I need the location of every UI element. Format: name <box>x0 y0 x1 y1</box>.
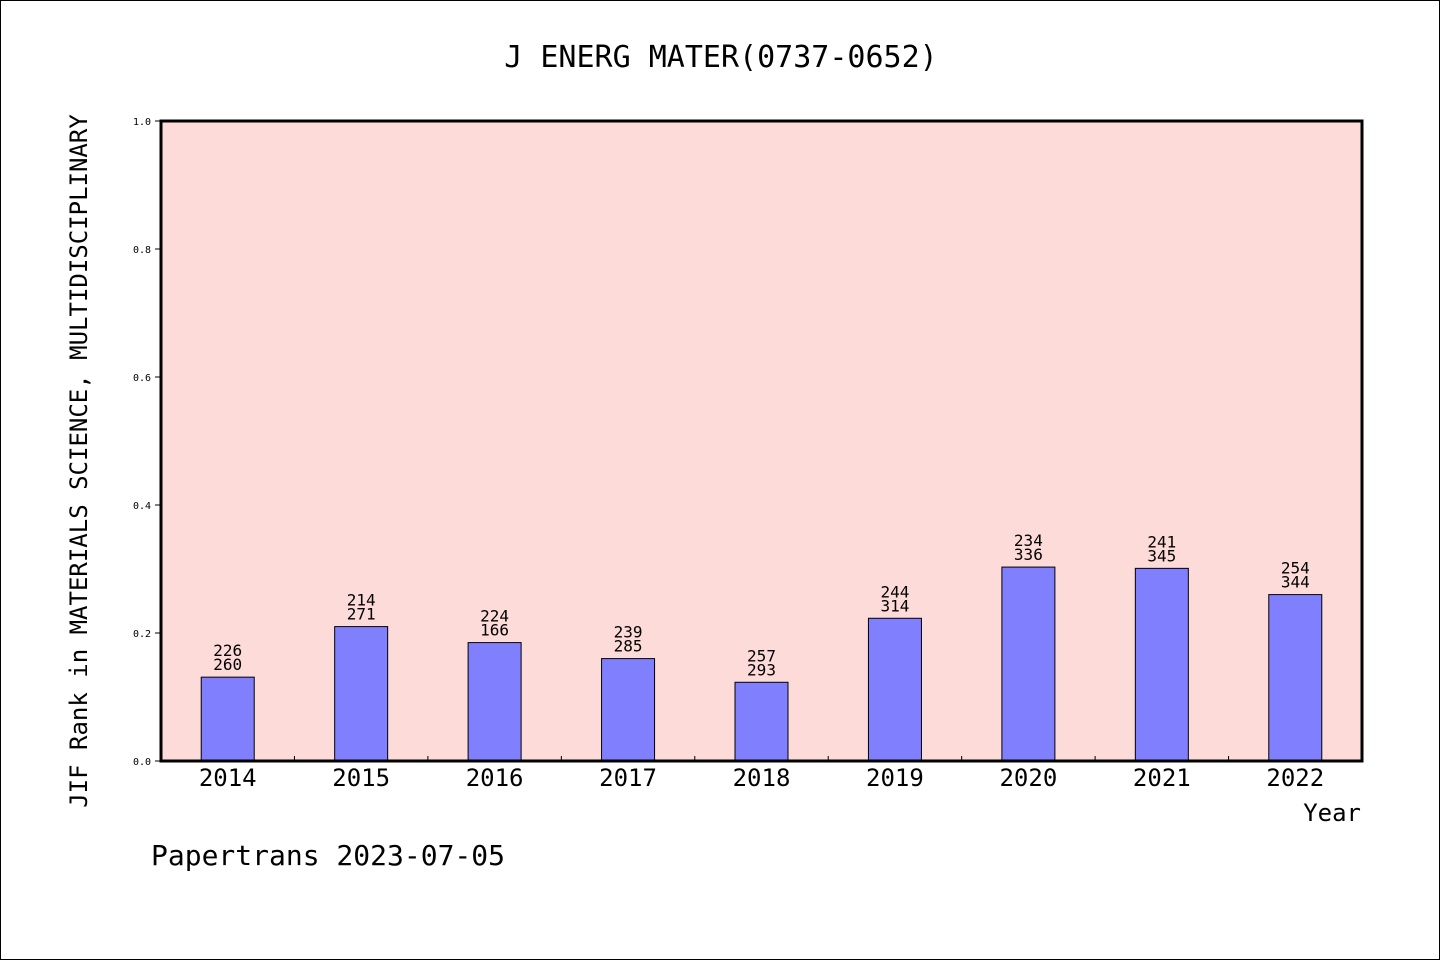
bar-2019 <box>867 617 922 762</box>
chart-title: J ENERG MATER(0737-0652) <box>504 40 937 75</box>
x-tick-label-2018: 2018 <box>733 764 791 792</box>
x-axis: 2014 2015 2016 2017 2018 2019 2020 2021 2022 <box>199 756 1324 792</box>
data-label-top-2022: 254 <box>1281 559 1310 578</box>
bar-2014 <box>200 676 255 762</box>
y-tick-label: 0.6 <box>133 373 151 384</box>
data-label-bottom-2020: 336 <box>1014 545 1043 564</box>
y-tick-label: 0.0 <box>133 757 151 768</box>
y-axis-label: JIF Rank in MATERIALS SCIENCE, MULTIDISC… <box>65 114 93 808</box>
bar-2017 <box>601 658 656 762</box>
x-tick-label-2015: 2015 <box>332 764 390 792</box>
y-tick-label: 0.4 <box>133 501 151 512</box>
x-tick-label-2022: 2022 <box>1266 764 1324 792</box>
bars-group <box>200 566 1323 762</box>
data-label-top-2014: 226 <box>213 641 242 660</box>
bar-2022 <box>1268 594 1323 762</box>
data-label-top-2019: 244 <box>880 582 909 601</box>
data-label-bottom-2022: 344 <box>1281 573 1310 592</box>
data-label-bottom-2018: 293 <box>747 660 776 679</box>
x-tick-label-2017: 2017 <box>599 764 657 792</box>
bar-2020 <box>1001 566 1056 762</box>
x-tick-label-2014: 2014 <box>199 764 257 792</box>
data-label-top-2021: 241 <box>1147 532 1176 551</box>
bar-2018 <box>734 681 789 762</box>
x-tick-label-2016: 2016 <box>466 764 524 792</box>
data-label-top-2018: 257 <box>747 646 776 665</box>
data-label-bottom-2019: 314 <box>880 596 909 615</box>
y-tick-label: 0.8 <box>133 245 151 256</box>
data-label-top-2016: 224 <box>480 607 509 626</box>
y-axis: 0.0 0.2 0.4 0.6 0.8 1.0 <box>133 117 161 768</box>
data-label-bottom-2015: 271 <box>347 605 376 624</box>
data-label-bottom-2014: 260 <box>213 655 242 674</box>
footer-credit: Papertrans 2023-07-05 <box>151 839 505 872</box>
x-axis-label: Year <box>1303 799 1361 827</box>
x-tick-label-2021: 2021 <box>1133 764 1191 792</box>
bar-2016 <box>467 642 522 762</box>
y-tick-label: 0.2 <box>133 629 151 640</box>
plot-border <box>159 119 1364 763</box>
data-label-top-2020: 234 <box>1014 531 1043 550</box>
data-label-top-2017: 239 <box>614 623 643 642</box>
data-label-bottom-2021: 345 <box>1147 546 1176 565</box>
data-label-bottom-2016: 166 <box>480 621 509 640</box>
data-label-bottom-2017: 285 <box>614 637 643 656</box>
bar-2021 <box>1134 567 1189 762</box>
y-tick-label: 1.0 <box>133 117 151 128</box>
data-label-top-2015: 214 <box>347 591 376 610</box>
x-tick-label-2020: 2020 <box>999 764 1057 792</box>
x-tick-label-2019: 2019 <box>866 764 924 792</box>
bar-2015 <box>334 626 389 762</box>
